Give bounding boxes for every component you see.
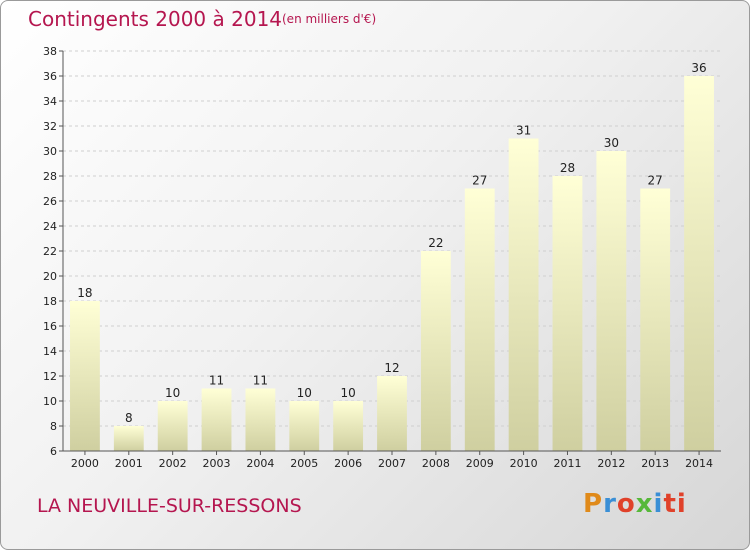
bar-2004 <box>245 388 276 451</box>
value-label-2012: 30 <box>604 136 619 150</box>
bar-2009 <box>464 188 495 451</box>
x-tick-label-2010: 2010 <box>510 457 538 470</box>
value-label-2011: 28 <box>560 161 575 175</box>
value-label-2001: 8 <box>125 411 133 425</box>
value-label-2008: 22 <box>428 236 443 250</box>
y-tick-label: 6 <box>50 445 57 458</box>
x-tick-label-2006: 2006 <box>334 457 362 470</box>
y-tick-label: 16 <box>43 320 57 333</box>
value-label-2003: 11 <box>209 374 224 388</box>
y-tick-label: 24 <box>43 220 57 233</box>
y-tick-label: 28 <box>43 170 57 183</box>
bar-2005 <box>289 401 320 451</box>
x-tick-label-2011: 2011 <box>553 457 581 470</box>
x-tick-label-2004: 2004 <box>246 457 274 470</box>
bar-2008 <box>420 251 451 451</box>
bar-2000 <box>70 301 100 451</box>
x-tick-label-2000: 2000 <box>71 457 99 470</box>
x-tick-label-2005: 2005 <box>290 457 318 470</box>
axes: 6 8 10 12 14 16 18 20 22 24 26 28 30 32 34 36 38 2000 2001… <box>43 45 721 470</box>
x-tick-label-2008: 2008 <box>422 457 450 470</box>
chart-title: Contingents 2000 à 2014 <box>28 7 283 31</box>
value-label-2013: 27 <box>648 174 663 188</box>
bars <box>70 76 714 451</box>
x-tick-label-2003: 2003 <box>203 457 231 470</box>
y-tick-label: 34 <box>43 95 57 108</box>
y-tick-label: 14 <box>43 345 57 358</box>
value-label-2006: 10 <box>340 386 355 400</box>
bar-2003 <box>201 388 232 451</box>
y-tick-label: 22 <box>43 245 57 258</box>
y-tick-label: 18 <box>43 295 57 308</box>
y-tick-label: 20 <box>43 270 57 283</box>
x-tick-label-2007: 2007 <box>378 457 406 470</box>
y-tick-label: 32 <box>43 120 57 133</box>
value-label-2009: 27 <box>472 174 487 188</box>
town-name: LA NEUVILLE-SUR-RESSONS <box>37 495 302 517</box>
bar-2007 <box>377 376 407 451</box>
x-tick-label-2002: 2002 <box>159 457 187 470</box>
bar-2014 <box>684 76 714 451</box>
value-label-2005: 10 <box>297 386 312 400</box>
value-label-2004: 11 <box>253 374 268 388</box>
value-labels: 18 8 10 11 11 10 10 12 22 27 31 28 30 27 36 <box>77 61 706 425</box>
y-tick-label: 8 <box>50 420 57 433</box>
y-tick-label: 36 <box>43 70 57 83</box>
x-tick-label-2012: 2012 <box>597 457 625 470</box>
y-tick-label: 10 <box>43 395 57 408</box>
bar-2002 <box>157 401 188 451</box>
y-tick-label: 38 <box>43 45 57 58</box>
y-tick-label: 26 <box>43 195 57 208</box>
bar-2013 <box>640 188 671 451</box>
bar-2001 <box>113 426 144 451</box>
x-tick-label-2001: 2001 <box>115 457 143 470</box>
value-label-2014: 36 <box>691 61 706 75</box>
bar-2012 <box>596 151 627 451</box>
y-tick-label: 30 <box>43 145 57 158</box>
value-label-2010: 31 <box>516 124 531 138</box>
bar-2011 <box>552 176 583 451</box>
bar-2006 <box>333 401 364 451</box>
value-label-2007: 12 <box>384 361 399 375</box>
x-tick-label-2014: 2014 <box>685 457 713 470</box>
x-tick-label-2013: 2013 <box>641 457 669 470</box>
value-label-2002: 10 <box>165 386 180 400</box>
proxiti-logo[interactable]: Proxiti <box>583 489 687 519</box>
y-tick-label: 12 <box>43 370 57 383</box>
bar-2010 <box>508 138 539 451</box>
chart-subtitle: (en milliers d'€) <box>282 12 377 26</box>
x-tick-label-2009: 2009 <box>466 457 494 470</box>
value-label-2000: 18 <box>77 286 92 300</box>
